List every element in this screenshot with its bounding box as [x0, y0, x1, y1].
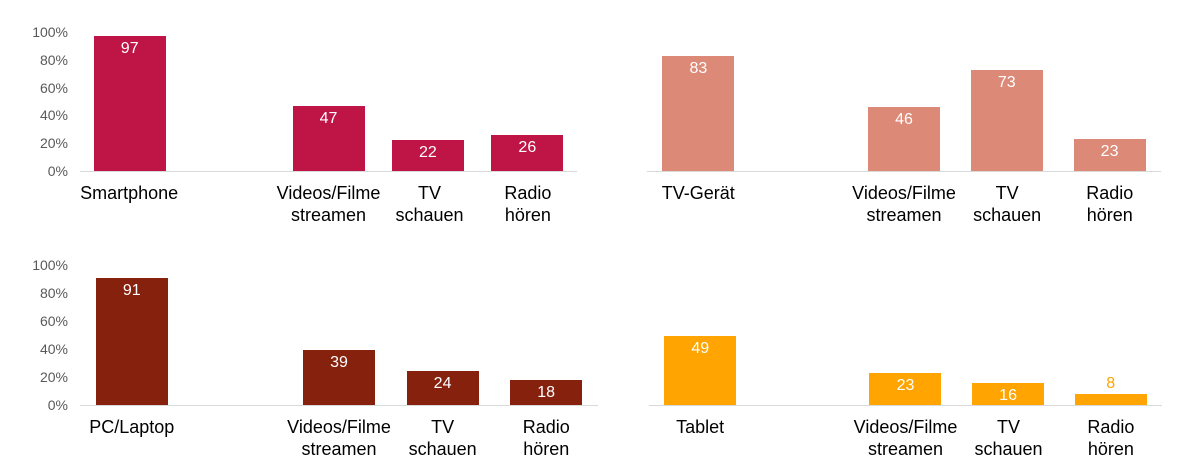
empty-slot — [751, 416, 853, 460]
y-axis-tick-label: 100% — [32, 24, 68, 40]
bar-value-label: 18 — [537, 384, 556, 401]
bar-tv-geraet-2: 73 — [970, 70, 1043, 171]
bar-smartphone-0: 97 — [93, 36, 166, 171]
bar-pc-laptop-3: 18 — [510, 380, 583, 405]
bar-value-label: 73 — [997, 74, 1016, 91]
y-axis-tick-label: 40% — [39, 341, 68, 357]
category-label: TV schauen — [973, 183, 1042, 225]
bar-tv-geraet-3: 23 — [1073, 139, 1146, 171]
category-label: Videos/Filme streamen — [276, 183, 381, 225]
category-label: Tablet — [676, 417, 725, 437]
plot-area: 83 46 73 23 — [647, 32, 1161, 172]
category-label: Radio hören — [522, 417, 570, 459]
category-label: Videos/Filme streamen — [852, 183, 956, 225]
bar-slot: 97 — [80, 32, 179, 171]
y-axis-tick-label: 40% — [39, 107, 68, 124]
category-label: Videos/Filme streamen — [287, 417, 391, 459]
category-labels: TV-Gerät Videos/Filme streamen TV schauen R… — [647, 182, 1161, 226]
y-axis-tick-label: 0% — [47, 163, 68, 179]
category-labels: Tablet Videos/Filme streamen TV schauen Rad… — [649, 416, 1162, 460]
category-label: Videos/Filme streamen — [853, 417, 958, 459]
empty-slot — [178, 182, 276, 226]
plot-area: 97 47 22 26 — [80, 32, 577, 172]
bar-value-label: 26 — [518, 139, 537, 156]
bar-pc-laptop-0: 91 — [95, 278, 168, 405]
bar-slot: 16 — [957, 265, 1060, 405]
bar-slot: 18 — [494, 265, 598, 405]
bar-value-label: 23 — [896, 377, 915, 394]
bar-value-label: 8 — [1106, 375, 1116, 392]
category-label: Radio hören — [1086, 183, 1134, 225]
y-axis-tick-label: 0% — [47, 397, 68, 413]
empty-slot — [750, 182, 853, 226]
bar-tablet-3: 8 — [1074, 375, 1147, 405]
empty-slot — [179, 32, 278, 171]
y-axis-tick-label: 20% — [39, 369, 68, 385]
bar-value-label: 23 — [1100, 143, 1119, 160]
category-label: Radio hören — [504, 183, 552, 225]
category-label: Smartphone — [80, 183, 179, 203]
bar-pc-laptop-2: 24 — [406, 371, 479, 405]
y-axis-tick-label: 100% — [32, 257, 68, 273]
category-label: Radio hören — [1087, 417, 1135, 459]
bar-value-label: 49 — [691, 340, 710, 357]
bar-slot: 73 — [955, 32, 1058, 171]
category-label: PC/Laptop — [89, 417, 175, 437]
bar-tablet-2: 16 — [972, 383, 1045, 405]
y-axis-tick-label: 20% — [39, 135, 68, 152]
bar-smartphone-3: 26 — [491, 135, 564, 171]
empty-slot — [750, 32, 853, 171]
y-axis-tick-label: 60% — [39, 79, 68, 96]
bar-slot: 49 — [649, 265, 752, 405]
category-label: TV-Gerät — [661, 183, 735, 203]
bar-slot: 23 — [1058, 32, 1161, 171]
bar-tv-geraet-0: 83 — [662, 56, 735, 171]
bar-slot: 39 — [287, 265, 391, 405]
category-label: TV schauen — [408, 417, 477, 459]
empty-slot — [184, 416, 288, 460]
bar-pc-laptop-1: 39 — [302, 350, 375, 405]
empty-slot — [752, 265, 855, 405]
bar-slot: 83 — [647, 32, 750, 171]
bar-tablet-1: 23 — [869, 373, 942, 405]
bar-value-label: 97 — [120, 40, 139, 57]
bar-smartphone-1: 47 — [292, 106, 365, 171]
category-labels: Smartphone Videos/Filme streamen TV schaue… — [80, 182, 577, 226]
bar-slot: 46 — [853, 32, 956, 171]
bar-value-label: 16 — [999, 387, 1017, 404]
plot-area: 49 23 16 8 — [649, 265, 1162, 406]
bar-smartphone-2: 22 — [391, 140, 464, 171]
bar-tv-geraet-1: 46 — [867, 107, 940, 171]
bar-value-label: 24 — [433, 375, 452, 392]
empty-slot — [184, 265, 288, 405]
bar-value-label: 83 — [689, 60, 708, 77]
bar-tablet-0: 49 — [664, 336, 737, 405]
category-labels: PC/Laptop Videos/Filme streamen TV schauen… — [80, 416, 598, 460]
bar-slot: 26 — [478, 32, 577, 171]
bar-value-label: 47 — [319, 110, 338, 127]
bar-slot: 23 — [854, 265, 957, 405]
y-axis-tick-label: 80% — [39, 285, 68, 301]
bar-slot: 91 — [80, 265, 184, 405]
bar-value-label: 91 — [122, 282, 141, 299]
category-label: TV schauen — [974, 417, 1043, 459]
bar-value-label: 39 — [330, 354, 348, 371]
bar-slot: 24 — [391, 265, 495, 405]
bar-slot: 22 — [378, 32, 477, 171]
bar-slot: 47 — [279, 32, 378, 171]
y-axis-tick-label: 60% — [39, 313, 68, 329]
y-axis-tick-label: 80% — [39, 51, 68, 68]
category-label: TV schauen — [395, 183, 464, 225]
bar-slot: 8 — [1059, 265, 1162, 405]
bar-value-label: 46 — [895, 111, 913, 128]
plot-area: 91 39 24 18 — [80, 265, 598, 406]
bar-value-label: 22 — [419, 144, 437, 161]
